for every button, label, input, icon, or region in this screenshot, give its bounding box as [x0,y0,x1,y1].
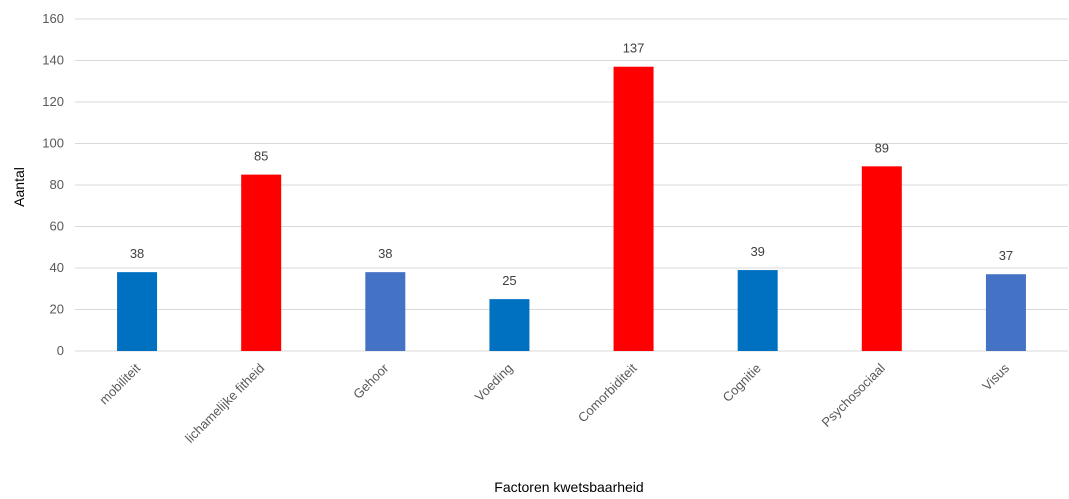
bar-gehoor [365,272,406,351]
x-tick-label: Gehoor [350,360,392,402]
bar-cognitie [737,270,778,351]
data-label: 39 [750,244,764,259]
gridlines [75,18,1068,352]
x-tick-label: mobiliteit [96,360,143,407]
y-tick-label: 100 [42,136,64,151]
bars [117,66,1026,351]
data-label: 38 [378,246,392,261]
bar-visus [985,274,1026,351]
x-tick-label: Cognitie [719,361,763,405]
bar-comorbiditeit [613,66,654,351]
x-axis-title: Factoren kwetsbaarheid [494,479,643,495]
data-label: 85 [254,149,268,164]
y-axis-ticks: 0 20 40 60 80 100 120 140 160 [42,11,64,358]
data-label: 137 [623,41,645,56]
x-tick-label: lichamelijke fitheid [182,361,267,446]
bar-mobiliteit [117,272,158,351]
x-tick-label: Comorbiditeit [575,360,640,425]
y-tick-label: 40 [50,260,64,275]
y-tick-label: 120 [42,94,64,109]
data-label: 38 [130,246,144,261]
bar-lichamelijke-fitheid [241,174,282,351]
data-label: 37 [999,248,1013,263]
y-tick-label: 140 [42,53,64,68]
y-tick-label: 60 [50,219,64,234]
data-label: 25 [502,273,516,288]
x-axis-ticks: mobiliteit lichamelijke fitheid Gehoor Voed… [96,360,1012,446]
x-tick-label: Voeding [472,361,516,405]
bar-voeding [489,299,530,351]
y-tick-label: 20 [50,302,64,317]
y-tick-label: 0 [57,343,64,358]
y-axis-title: Aantal [11,167,27,207]
data-labels: 38 85 38 25 137 39 89 37 [130,41,1013,288]
bar-psychosociaal [861,166,902,351]
data-label: 89 [875,140,889,155]
y-tick-label: 160 [42,11,64,26]
x-tick-label: Visus [979,360,1012,393]
y-tick-label: 80 [50,177,64,192]
x-tick-label: Psychosociaal [819,360,888,429]
